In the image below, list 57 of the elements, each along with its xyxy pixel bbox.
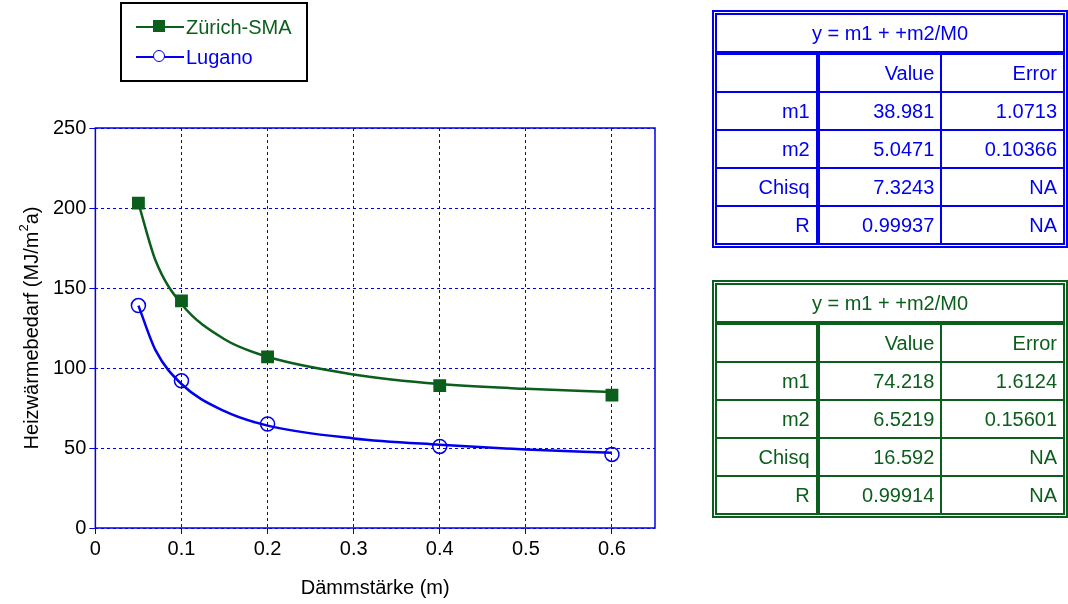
y-axis-title: Heizwärmebedarf (MJ/m2a) — [15, 206, 42, 450]
data-label: 0.99914 — [817, 476, 942, 513]
data-label: 7.3243 — [817, 168, 942, 206]
data-label: NA — [941, 438, 1063, 476]
category-label: Chisq — [717, 168, 818, 206]
y-tick-label: 0 — [75, 515, 87, 538]
data-label: NA — [941, 168, 1063, 206]
category-label: m2 — [717, 130, 818, 168]
point — [433, 379, 447, 393]
x-tick-label: 0.4 — [425, 536, 454, 559]
data-label: 0.15601 — [941, 400, 1063, 438]
x-tick-label: 0 — [89, 536, 101, 559]
y-tick-label: 100 — [52, 355, 87, 378]
data-label: 38.981 — [817, 92, 942, 130]
y-tick-label: 150 — [52, 275, 87, 298]
category-label: m1 — [717, 362, 818, 400]
y-tick-label: 250 — [52, 115, 87, 138]
data-label: NA — [1028, 212, 1058, 238]
point — [604, 446, 620, 463]
x-tick-label: 0.1 — [167, 536, 196, 559]
x-tick-label: 0.5 — [511, 536, 540, 559]
point — [432, 438, 448, 455]
data-label: 16.592 — [817, 438, 942, 476]
point — [173, 373, 190, 389]
text: y = m1 + +m2/M0 — [717, 15, 1063, 53]
category-label: R — [717, 206, 818, 243]
point — [132, 196, 145, 210]
data-label: 0.99937 — [817, 206, 942, 243]
y-tick-label: 50 — [64, 435, 87, 458]
category-label: Chisq — [717, 438, 818, 476]
x-axis-title: Dämmstärke (m) — [300, 575, 450, 598]
legend-label: Value — [817, 53, 942, 92]
legend-label: Zürich-SMA — [186, 15, 292, 40]
legend-label: Lugano — [186, 45, 253, 70]
category-label: m2 — [717, 400, 818, 438]
point — [261, 350, 274, 364]
text: y = m1 + +m2/M0 — [717, 285, 1063, 323]
y-tick-label: 200 — [52, 195, 87, 218]
data-label: 6.5219 — [817, 400, 942, 438]
x-tick-label: 0.2 — [253, 536, 282, 559]
point — [130, 297, 147, 314]
x-tick-label: 0.6 — [598, 536, 626, 559]
point — [259, 416, 276, 432]
data-label: NA — [1028, 482, 1058, 508]
data-label: 1.6124 — [941, 362, 1063, 400]
data-label: 5.0471 — [817, 130, 942, 168]
legend-label: Error — [941, 53, 1063, 92]
category-label: R — [717, 476, 818, 513]
point — [605, 388, 619, 402]
category-label: m1 — [717, 92, 818, 130]
x-tick-label: 0.3 — [339, 536, 368, 559]
legend-label: Error — [941, 323, 1063, 362]
data-label: 74.218 — [817, 362, 942, 400]
legend-label: Value — [817, 323, 942, 362]
data-label: 1.0713 — [941, 92, 1063, 130]
point — [175, 294, 188, 308]
data-label: 0.10366 — [941, 130, 1063, 168]
